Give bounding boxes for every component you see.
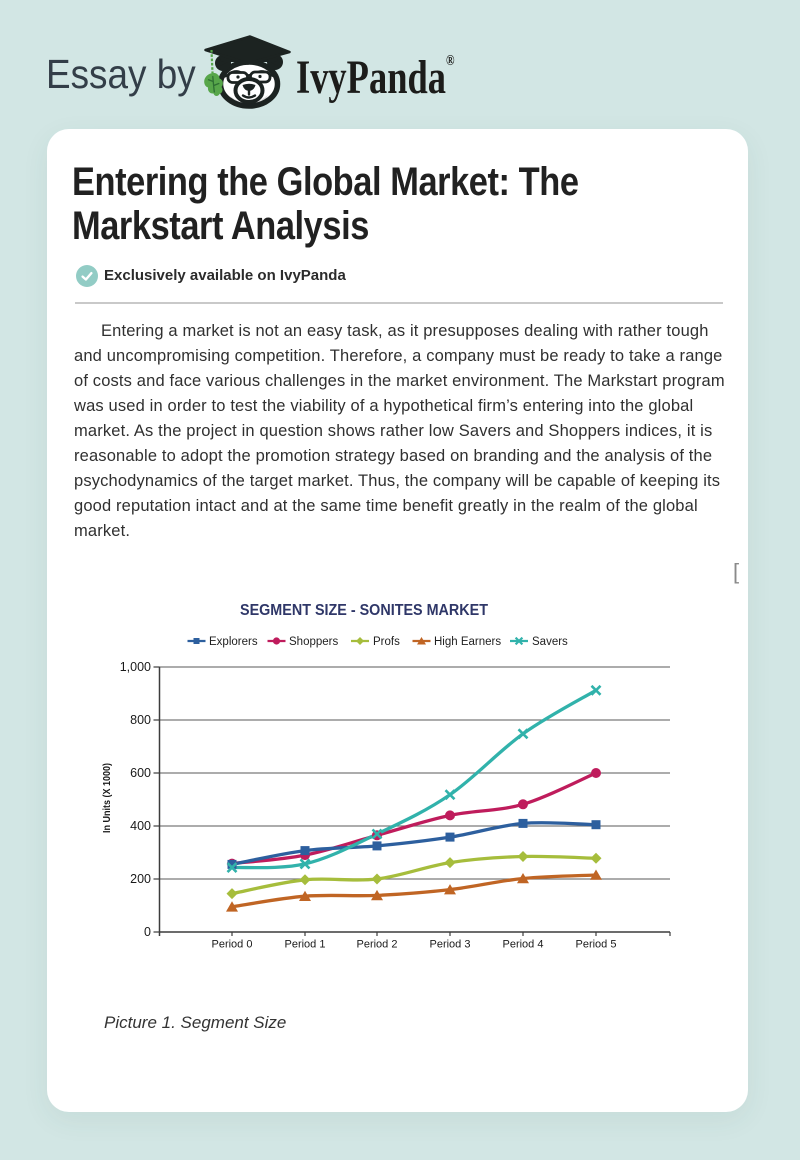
svg-text:Period 5: Period 5 (576, 939, 617, 951)
svg-text:High Earners: High Earners (434, 636, 501, 648)
svg-text:400: 400 (130, 819, 151, 833)
svg-text:Period 4: Period 4 (503, 939, 544, 951)
svg-text:In Units (X 1000): In Units (X 1000) (101, 763, 113, 833)
svg-text:Period 3: Period 3 (430, 939, 471, 951)
svg-text:Period 0: Period 0 (212, 939, 253, 951)
svg-text:Period 1: Period 1 (285, 939, 326, 951)
svg-text:600: 600 (130, 766, 151, 780)
svg-text:Profs: Profs (373, 636, 400, 648)
svg-text:800: 800 (130, 713, 151, 727)
svg-text:1,000: 1,000 (120, 660, 151, 674)
svg-text:Savers: Savers (532, 636, 568, 648)
svg-text:SEGMENT SIZE - SONITES MARKET: SEGMENT SIZE - SONITES MARKET (240, 602, 488, 619)
svg-text:Explorers: Explorers (209, 636, 258, 648)
svg-text:Period 2: Period 2 (357, 939, 398, 951)
svg-text:0: 0 (144, 925, 151, 939)
svg-text:200: 200 (130, 872, 151, 886)
svg-text:Shoppers: Shoppers (289, 636, 338, 648)
